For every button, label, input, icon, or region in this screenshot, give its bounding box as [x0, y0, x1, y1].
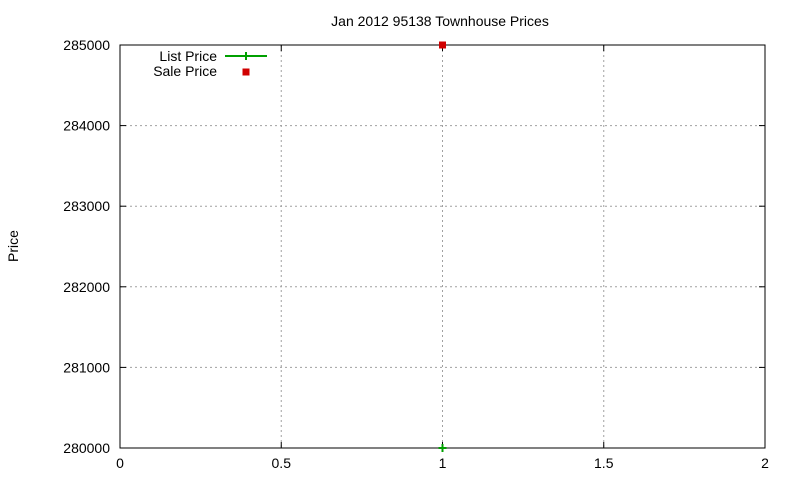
- legend-square: [242, 68, 250, 76]
- y-tick-label: 283000: [63, 198, 110, 214]
- x-tick-label: 1.5: [594, 455, 614, 471]
- y-tick-label: 284000: [63, 118, 110, 134]
- x-tick-label: 0.5: [272, 455, 292, 471]
- x-tick-label: 0: [116, 455, 124, 471]
- legend-plus: [242, 52, 250, 60]
- sale-price-point: [439, 41, 446, 49]
- legend: List Price Sale Price: [153, 48, 267, 79]
- x-tick-label: 2: [761, 455, 769, 471]
- legend-label-sale-price: Sale Price: [153, 63, 217, 79]
- legend-marker-sale-price: [242, 68, 250, 76]
- legend-marker-list-price: [225, 52, 267, 60]
- y-tick-label: 285000: [63, 37, 110, 53]
- y-tick-label: 280000: [63, 440, 110, 456]
- list-price-point: [438, 444, 447, 452]
- tick-labels: 0 0.5 1 1.5 2 280000 281000 282000 283000 284000 2…: [63, 37, 769, 471]
- data-points: [438, 41, 447, 452]
- chart-title: Jan 2012 95138 Townhouse Prices: [331, 13, 549, 29]
- legend-label-list-price: List Price: [159, 48, 217, 64]
- y-tick-label: 282000: [63, 279, 110, 295]
- y-tick-label: 281000: [63, 359, 110, 375]
- x-tick-label: 1: [439, 455, 447, 471]
- grid: [119, 44, 766, 449]
- y-axis-label: Price: [5, 230, 21, 262]
